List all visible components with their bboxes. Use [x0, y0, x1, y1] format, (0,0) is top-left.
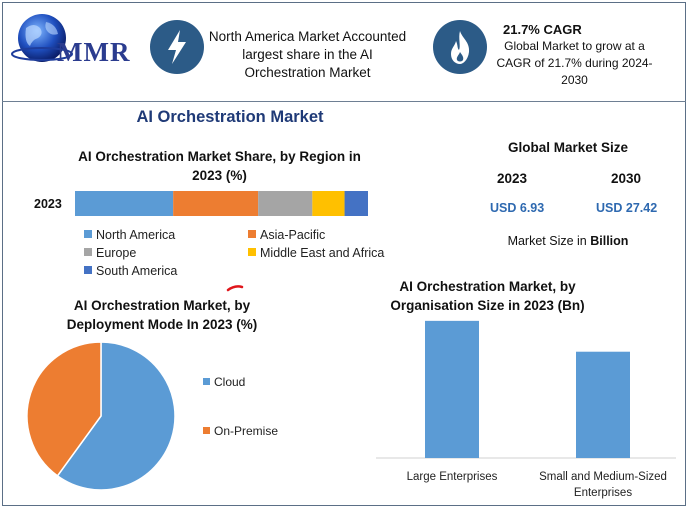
- region-bar-segment-asia-pacific: [173, 191, 259, 216]
- gms-unit-bold: Billion: [590, 234, 629, 248]
- region-bar-segment-south-america: [344, 191, 368, 216]
- header-box2-text: Global Market to grow at a CAGR of 21.7%…: [496, 39, 653, 87]
- legend-swatch: [84, 248, 92, 256]
- header-divider: [2, 101, 686, 102]
- legend-label: Middle East and Africa: [260, 246, 385, 260]
- header-box1-icon-circle: [150, 20, 204, 74]
- legend-swatch: [248, 230, 256, 238]
- legend-north-america: North America: [84, 228, 175, 242]
- region-chart-title: AI Orchestration Market Share, by Region…: [78, 149, 361, 183]
- legend-label: Europe: [96, 246, 137, 260]
- org-bar-sme: [576, 351, 630, 458]
- legend-label: On-Premise: [214, 424, 279, 438]
- legend-on-premise: On-Premise: [203, 424, 278, 438]
- gms-unit-prefix: Market Size in: [507, 234, 591, 248]
- gms-unit: Market Size in Billion: [478, 234, 658, 248]
- deployment-chart-title: AI Orchestration Market, by Deployment M…: [66, 298, 258, 332]
- logo-text: MMR: [57, 37, 131, 67]
- gms-title: Global Market Size: [507, 140, 629, 155]
- gms-year-2030: 2030: [611, 171, 642, 186]
- pie-slice-cloud: [56, 341, 176, 491]
- legend-middle-east-africa: Middle East and Africa: [248, 246, 384, 260]
- pie-slice-on-premise: [26, 341, 102, 477]
- legend-label: Cloud: [214, 375, 246, 389]
- header-box2-icon-circle: [433, 20, 487, 74]
- region-bar-segment-north-america: [75, 191, 174, 216]
- lightning-bolt-icon: [168, 30, 186, 64]
- org-x-label-large: Large Enterprises: [406, 471, 498, 483]
- legend-south-america: South America: [84, 264, 177, 278]
- region-bar-segment-europe: [258, 191, 313, 216]
- organisation-chart-title: AI Orchestration Market, by Organisation…: [390, 279, 585, 313]
- legend-cloud: Cloud: [203, 375, 245, 389]
- region-chart-category-label: 2023: [34, 197, 62, 211]
- flame-icon: [451, 31, 470, 64]
- legend-swatch: [84, 230, 92, 238]
- gms-year-2023: 2023: [497, 171, 528, 186]
- legend-swatch: [84, 266, 92, 274]
- gms-value-2023: USD 6.93: [490, 201, 545, 215]
- legend-swatch: [248, 248, 256, 256]
- legend-label: South America: [96, 264, 178, 278]
- legend-swatch: [203, 378, 210, 385]
- header-box2-title: 21.7% CAGR: [503, 22, 582, 37]
- legend-label: Asia-Pacific: [260, 228, 326, 242]
- org-bar-large-enterprises: [425, 320, 479, 458]
- legend-asia-pacific: Asia-Pacific: [248, 228, 325, 242]
- globe-logo-icon: [11, 14, 73, 62]
- org-x-label-sme: Small and Medium-Sized Enterprises: [539, 471, 667, 499]
- legend-swatch: [203, 427, 210, 434]
- legend-label: North America: [96, 228, 176, 242]
- infographic-frame: [2, 2, 686, 506]
- legend-europe: Europe: [84, 246, 136, 260]
- red-squiggle-mark: [226, 285, 244, 292]
- region-bar-segment-middle-east-and-africa: [312, 191, 345, 216]
- header-box1-text: North America Market Accounted largest s…: [208, 29, 407, 80]
- gms-value-2030: USD 27.42: [596, 201, 658, 215]
- main-title: AI Orchestration Market: [136, 108, 324, 126]
